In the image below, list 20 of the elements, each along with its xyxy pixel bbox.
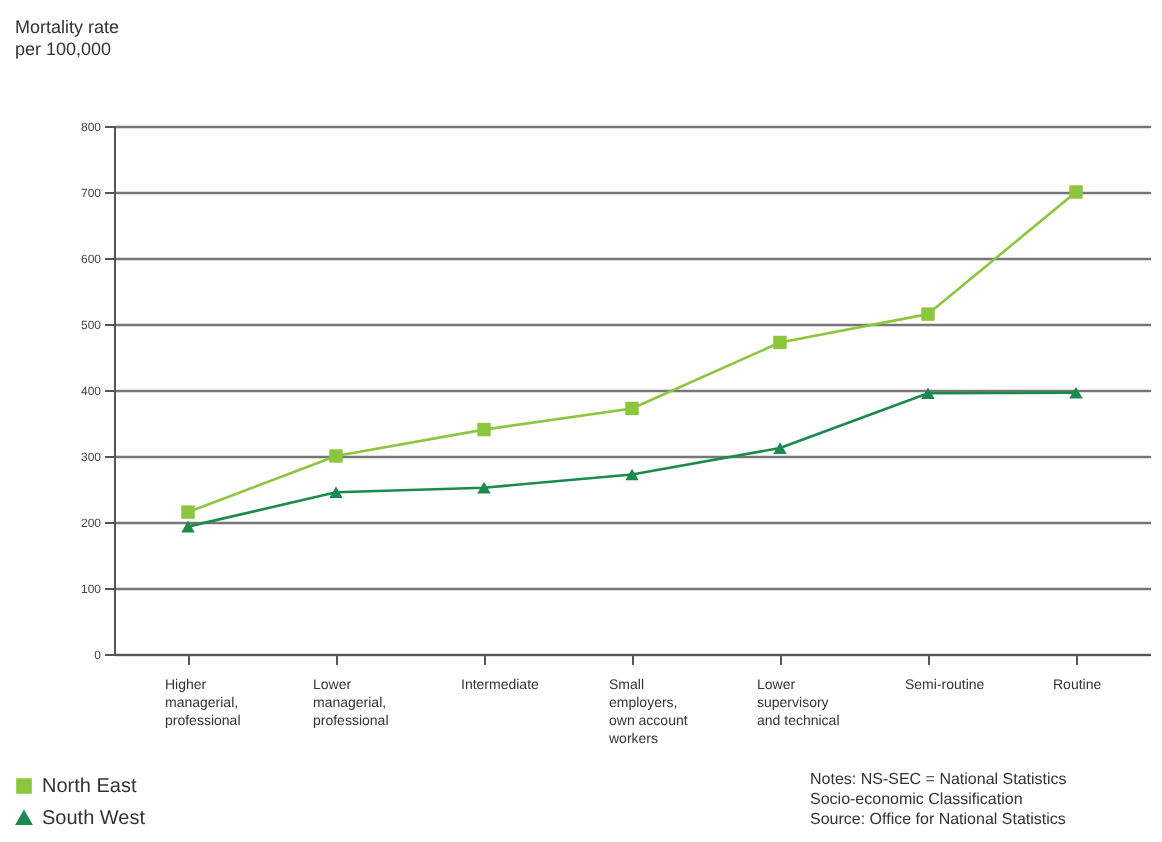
point xyxy=(181,520,195,533)
point xyxy=(477,481,491,494)
point xyxy=(1069,386,1083,399)
point xyxy=(921,387,935,400)
y-axis-title: Mortality rate per 100,000 xyxy=(15,17,120,59)
point xyxy=(329,449,343,463)
text: Notes: NS-SEC = National Statistics xyxy=(810,770,1067,790)
source-note: Source: Office for National Statistics xyxy=(810,810,1067,830)
point xyxy=(921,307,935,321)
legend-label: North East xyxy=(42,776,137,798)
point xyxy=(329,486,343,499)
point xyxy=(477,422,491,437)
point xyxy=(625,468,639,481)
point xyxy=(625,401,639,416)
point xyxy=(773,442,787,454)
text: Socio-economic Classification xyxy=(810,790,1025,810)
point xyxy=(181,505,195,519)
point xyxy=(1069,185,1083,199)
legend-label: South West xyxy=(42,808,146,830)
point xyxy=(773,335,787,350)
